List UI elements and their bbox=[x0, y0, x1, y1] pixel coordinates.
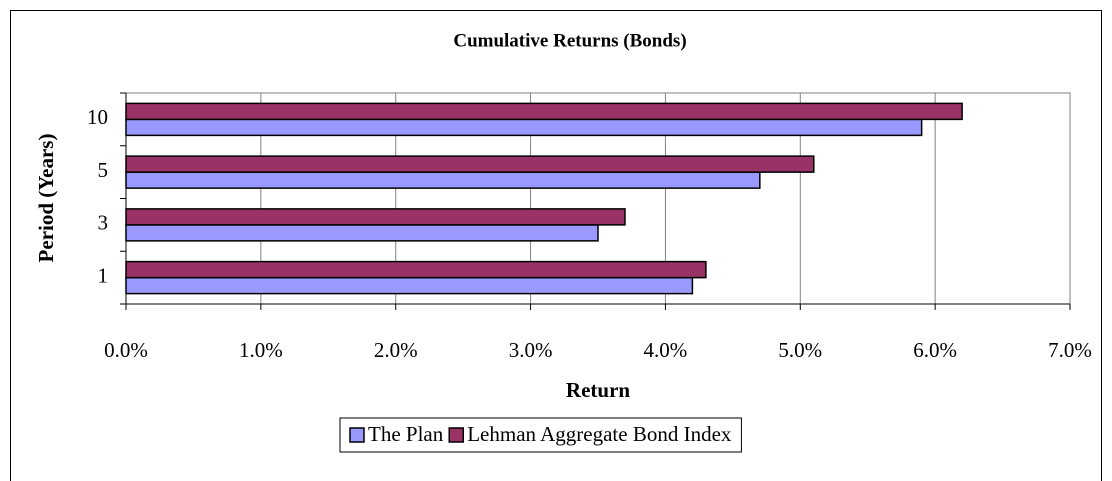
bar bbox=[125, 276, 694, 295]
bar bbox=[125, 171, 761, 189]
y-tick-label: 1 bbox=[98, 263, 109, 287]
x-tick-label: 5.0% bbox=[778, 338, 822, 362]
bar bbox=[125, 155, 815, 173]
y-tick-label: 10 bbox=[87, 105, 108, 129]
bar bbox=[125, 102, 963, 121]
x-tick-label: 2.0% bbox=[374, 338, 418, 362]
x-tick-label: 0.0% bbox=[104, 338, 148, 362]
x-tick-label: 6.0% bbox=[913, 338, 957, 362]
x-tick-label: 3.0% bbox=[509, 338, 553, 362]
chart-title: Cumulative Returns (Bonds) bbox=[453, 30, 686, 51]
legend-label: The Plan bbox=[368, 422, 444, 446]
bar bbox=[125, 260, 707, 279]
legend-label: Lehman Aggregate Bond Index bbox=[467, 422, 732, 446]
bar bbox=[125, 118, 923, 137]
x-tick-label: 7.0% bbox=[1048, 338, 1092, 362]
y-axis-title: Period (Years) bbox=[34, 134, 58, 263]
bar bbox=[125, 208, 626, 226]
y-tick-label: 5 bbox=[98, 158, 109, 182]
legend-swatch bbox=[448, 427, 464, 443]
legend-box bbox=[339, 417, 742, 453]
bar bbox=[125, 224, 599, 242]
y-tick-label: 3 bbox=[98, 211, 109, 235]
legend-swatch bbox=[349, 427, 365, 443]
x-axis-title: Return bbox=[566, 378, 630, 402]
x-tick-label: 1.0% bbox=[239, 338, 283, 362]
x-tick-label: 4.0% bbox=[644, 338, 688, 362]
